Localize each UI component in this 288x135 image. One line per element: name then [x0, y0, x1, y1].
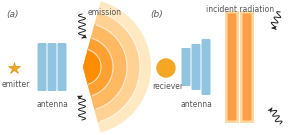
FancyBboxPatch shape [37, 43, 46, 91]
Text: incident radiation: incident radiation [206, 5, 274, 14]
Text: emission: emission [88, 8, 122, 17]
FancyBboxPatch shape [242, 14, 251, 121]
Text: antenna: antenna [36, 100, 68, 109]
Circle shape [157, 59, 175, 77]
Wedge shape [83, 24, 127, 109]
Text: antenna: antenna [180, 100, 212, 109]
FancyBboxPatch shape [48, 43, 56, 91]
FancyBboxPatch shape [192, 44, 200, 90]
Wedge shape [83, 1, 151, 133]
Wedge shape [83, 38, 113, 96]
Text: (b): (b) [150, 10, 163, 19]
FancyBboxPatch shape [228, 14, 236, 121]
Text: emitter: emitter [2, 80, 30, 89]
Wedge shape [83, 50, 101, 84]
FancyBboxPatch shape [181, 48, 190, 86]
FancyBboxPatch shape [202, 39, 211, 95]
FancyBboxPatch shape [240, 11, 254, 123]
Wedge shape [83, 12, 140, 122]
Text: reciever: reciever [152, 82, 183, 91]
FancyBboxPatch shape [225, 11, 239, 123]
Text: (a): (a) [6, 10, 18, 19]
FancyBboxPatch shape [58, 43, 67, 91]
